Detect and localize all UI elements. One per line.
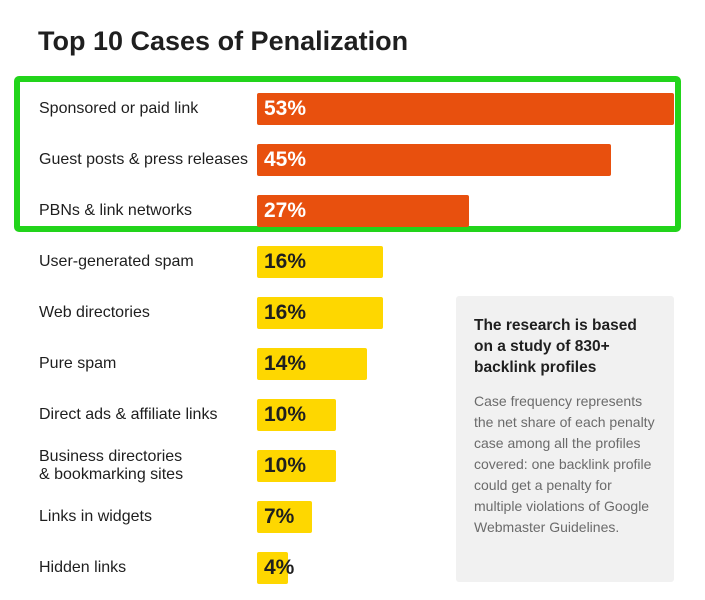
category-label: Direct ads & affiliate links: [39, 406, 218, 423]
category-label: Links in widgets: [39, 508, 152, 525]
research-note-card: The research is based on a study of 830+…: [456, 296, 674, 582]
bar-value-label: 7%: [264, 505, 295, 528]
bar-value-label: 16%: [264, 250, 307, 273]
research-note-body: Case frequency represents the net share …: [474, 393, 655, 535]
top-three-highlight-box: [14, 76, 681, 232]
bar: 4%: [257, 552, 294, 584]
category-label: Pure spam: [39, 355, 117, 372]
bar: 27%: [257, 195, 469, 227]
bar: 16%: [257, 246, 383, 278]
research-note-heading: The research is based on a study of 830+…: [474, 317, 637, 376]
bar-value-label: 45%: [264, 148, 307, 171]
category-label: Business directories & bookmarking sites: [39, 448, 184, 483]
bar-value-label: 16%: [264, 301, 307, 324]
category-label: PBNs & link networks: [39, 202, 192, 219]
bar-value-label: 10%: [264, 403, 307, 426]
bar: 53%: [257, 93, 674, 125]
category-label: Web directories: [39, 304, 150, 321]
bar-value-label: 53%: [264, 97, 307, 120]
bar: 10%: [257, 399, 336, 431]
bar: 14%: [257, 348, 367, 380]
category-label: User-generated spam: [39, 253, 194, 270]
bar-value-label: 14%: [264, 352, 307, 375]
bar-value-label: 27%: [264, 199, 307, 222]
bar: 10%: [257, 450, 336, 482]
bar-value-label: 4%: [264, 556, 295, 579]
bar-value-label: 10%: [264, 454, 307, 477]
category-label: Guest posts & press releases: [39, 151, 248, 168]
bar: 16%: [257, 297, 383, 329]
bar: 45%: [257, 144, 611, 176]
bar: 7%: [257, 501, 312, 533]
category-label: Sponsored or paid link: [39, 100, 199, 117]
chart-title: Top 10 Cases of Penalization: [38, 26, 409, 56]
category-label: Hidden links: [39, 559, 127, 576]
